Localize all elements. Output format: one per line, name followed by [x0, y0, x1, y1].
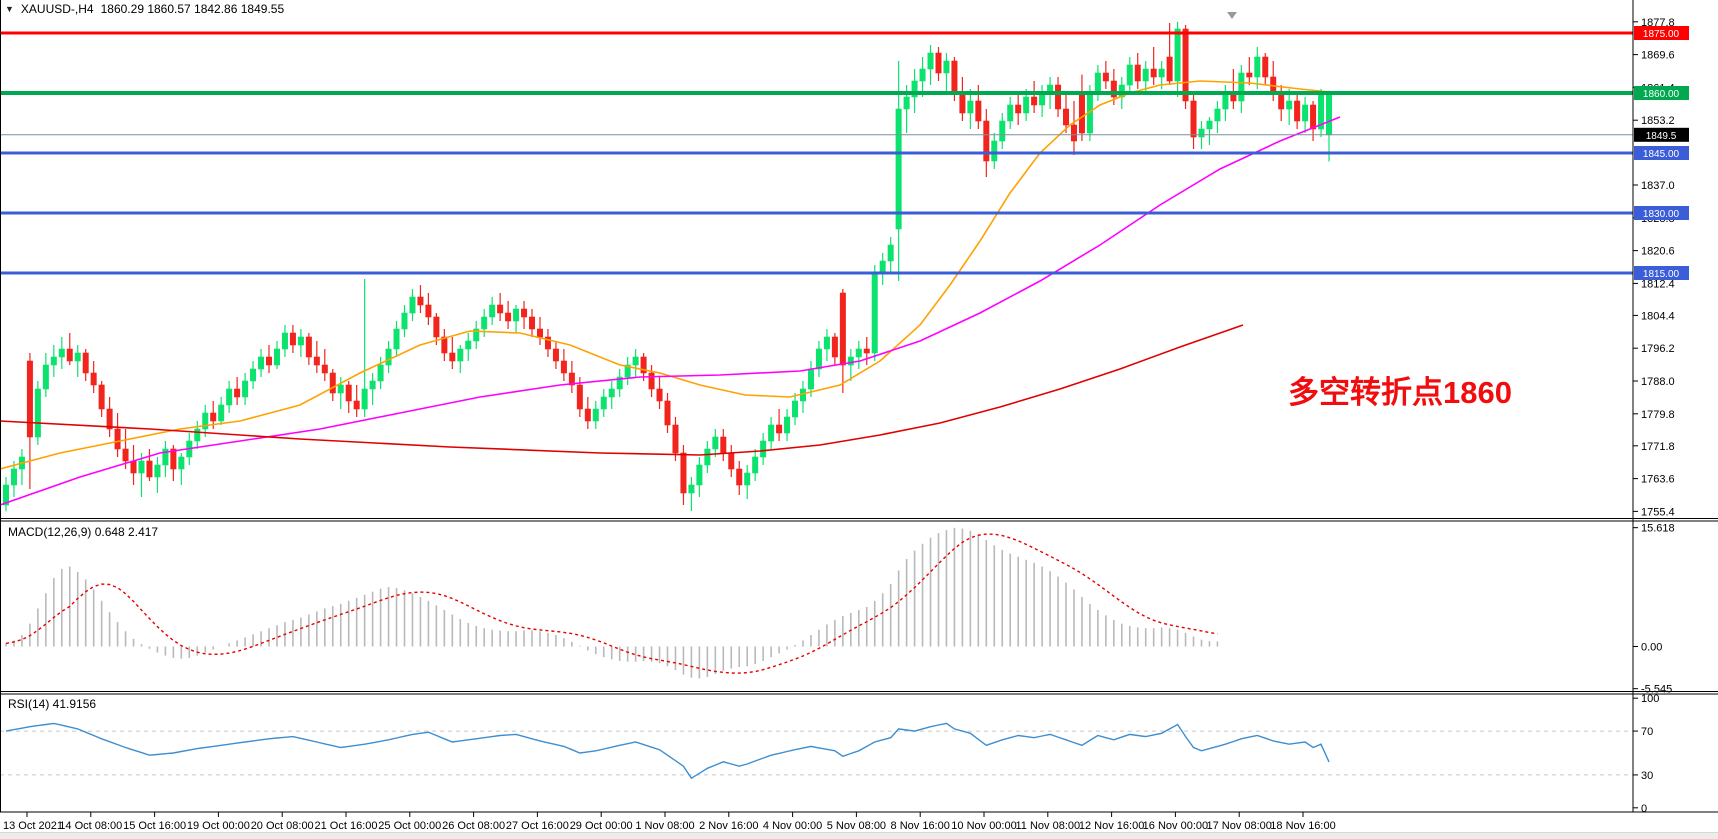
- svg-text:1788.0: 1788.0: [1641, 376, 1675, 388]
- chart-header: ▼ XAUUSD-,H4 1860.29 1860.57 1842.86 184…: [5, 2, 284, 16]
- current-price-label: [1634, 127, 1689, 142]
- time-label: 8 Nov 16:00: [891, 820, 950, 832]
- candles-group: [2, 21, 1333, 512]
- window-bottom-strip: [0, 832, 1718, 839]
- ohlc-quote-label: 1860.29 1860.57 1842.86 1849.55: [100, 2, 285, 16]
- time-label: 16 Nov 00:00: [1143, 820, 1208, 832]
- svg-text:1771.8: 1771.8: [1641, 441, 1675, 453]
- svg-text:0: 0: [1641, 803, 1647, 815]
- svg-text:1837.0: 1837.0: [1641, 180, 1675, 192]
- time-label: 15 Oct 16:00: [123, 820, 186, 832]
- price-label-1815.00: [1634, 266, 1689, 280]
- panel-borders: [0, 0, 1718, 813]
- macd-panel[interactable]: [5, 527, 1219, 679]
- time-label: 10 Nov 00:00: [951, 820, 1016, 832]
- time-label: 25 Oct 00:00: [378, 820, 441, 832]
- svg-text:1804.4: 1804.4: [1641, 310, 1675, 322]
- svg-text:1779.8: 1779.8: [1641, 409, 1675, 421]
- chart-annotation-text[interactable]: 多空转折点1860: [1288, 375, 1512, 410]
- ma-slow-red: [0, 324, 1244, 456]
- time-label: 14 Oct 08:00: [59, 820, 122, 832]
- svg-text:-5.545: -5.545: [1641, 684, 1672, 696]
- svg-text:1815.00: 1815.00: [1643, 269, 1680, 280]
- chart-shift-marker-icon: [1227, 12, 1237, 19]
- svg-text:100: 100: [1641, 693, 1659, 705]
- svg-text:1830.00: 1830.00: [1643, 209, 1680, 220]
- price-label-1875.00: [1634, 26, 1689, 40]
- svg-text:1853.2: 1853.2: [1641, 115, 1675, 127]
- time-label: 12 Nov 16:00: [1079, 820, 1144, 832]
- time-label: 11 Nov 08:00: [1015, 820, 1080, 832]
- svg-text:1877.8: 1877.8: [1641, 17, 1675, 29]
- rsi-indicator-label: RSI(14) 41.9156: [8, 697, 97, 711]
- time-label: 2 Nov 16:00: [699, 820, 758, 832]
- time-label: 29 Oct 00:00: [570, 820, 633, 832]
- svg-text:1860.00: 1860.00: [1643, 89, 1680, 100]
- time-label: 19 Oct 00:00: [187, 820, 250, 832]
- time-label: 27 Oct 16:00: [506, 820, 569, 832]
- main-price-panel[interactable]: [0, 12, 1633, 512]
- price-label-1830.00: [1634, 206, 1689, 220]
- time-label: 18 Nov 16:00: [1270, 820, 1335, 832]
- time-label: 26 Oct 08:00: [442, 820, 505, 832]
- macd-signal-line: [5, 533, 1218, 674]
- svg-text:15.618: 15.618: [1641, 523, 1675, 535]
- rsi-line: [5, 722, 1330, 780]
- time-label: 5 Nov 08:00: [827, 820, 886, 832]
- macd-indicator-label: MACD(12,26,9) 0.648 2.417: [8, 525, 159, 539]
- price-label-1845.00: [1634, 146, 1689, 160]
- time-label: 20 Oct 08:00: [251, 820, 314, 832]
- time-label: 1 Nov 08:00: [635, 820, 694, 832]
- price-label-1860.00: [1634, 86, 1689, 100]
- svg-text:1849.5: 1849.5: [1646, 131, 1677, 142]
- time-label: 17 Nov 08:00: [1206, 820, 1271, 832]
- time-label: 21 Oct 16:00: [315, 820, 378, 832]
- symbol-dropdown-icon[interactable]: ▼: [5, 4, 14, 14]
- price-axis[interactable]: 1877.81869.61861.41853.21837.01828.81820…: [1632, 0, 1718, 830]
- ma-mid-magenta: [0, 116, 1341, 506]
- svg-text:30: 30: [1641, 770, 1653, 782]
- svg-text:1875.00: 1875.00: [1643, 29, 1680, 40]
- svg-text:1812.4: 1812.4: [1641, 278, 1675, 290]
- svg-text:1755.4: 1755.4: [1641, 506, 1675, 518]
- symbol-timeframe-label: XAUUSD-,H4: [20, 2, 94, 16]
- rsi-panel[interactable]: [0, 722, 1633, 780]
- svg-text:1796.2: 1796.2: [1641, 343, 1675, 355]
- svg-text:1820.6: 1820.6: [1641, 246, 1675, 258]
- time-label: 13 Oct 2021: [3, 820, 63, 832]
- macd-histogram: [5, 527, 1219, 679]
- svg-text:1763.6: 1763.6: [1641, 474, 1675, 486]
- svg-text:1869.6: 1869.6: [1641, 50, 1675, 62]
- svg-text:0.00: 0.00: [1641, 641, 1662, 653]
- svg-text:1845.00: 1845.00: [1643, 149, 1680, 160]
- svg-text:70: 70: [1641, 726, 1653, 738]
- time-label: 4 Nov 00:00: [763, 820, 822, 832]
